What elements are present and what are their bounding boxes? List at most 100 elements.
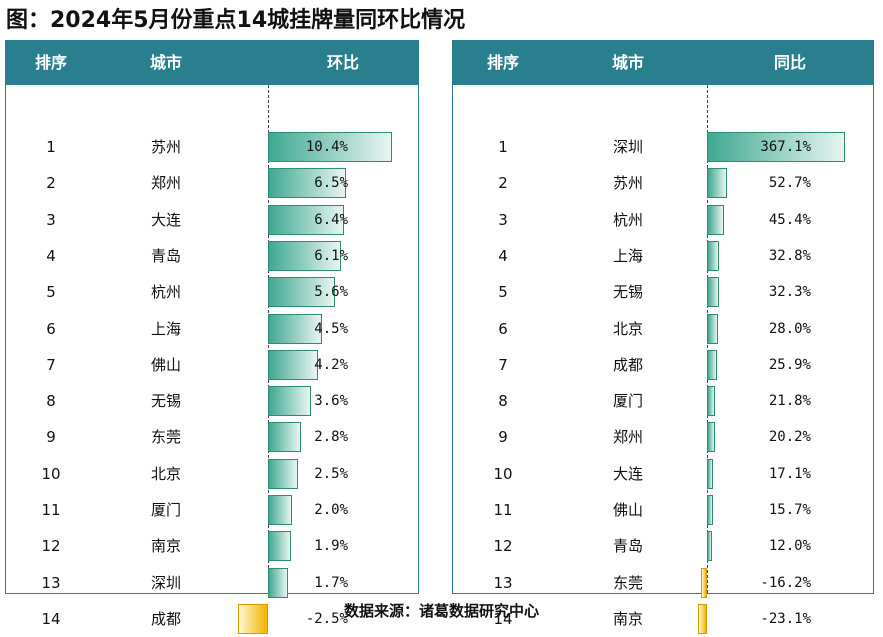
value-bar — [707, 422, 715, 453]
value-label: 32.3% — [768, 284, 811, 301]
rank-cell: 1 — [498, 138, 508, 156]
rank-cell: 4 — [46, 246, 56, 265]
value-label: 2.5% — [314, 465, 348, 482]
value-bar — [707, 349, 717, 380]
rank-cell: 1 — [46, 138, 56, 156]
value-label: 20.2% — [768, 429, 811, 446]
value-bar — [707, 204, 725, 235]
value-bar — [268, 204, 345, 235]
city-cell: 东莞 — [150, 428, 181, 447]
rank-cell: 7 — [46, 355, 56, 374]
value-bar — [700, 567, 707, 598]
value-label: 2.0% — [314, 502, 348, 518]
yoy-table-header: 排序 城市 同比 — [453, 41, 873, 85]
table-row: 12 南京 1.9% — [6, 528, 418, 564]
value-label: 5.6% — [314, 284, 348, 301]
value-bar — [707, 313, 718, 344]
rank-cell: 11 — [493, 501, 513, 519]
city-cell: 苏州 — [612, 174, 643, 193]
table-row: 6 上海 4.5% — [6, 311, 418, 347]
city-cell: 北京 — [612, 319, 643, 338]
city-cell: 佛山 — [612, 501, 643, 519]
header-yoy: 同比 — [773, 53, 806, 72]
table-row: 3 大连 6.4% — [6, 202, 418, 238]
table-row: 10 大连 17.1% — [453, 456, 873, 492]
rank-cell: 6 — [498, 319, 508, 338]
city-cell: 郑州 — [150, 174, 181, 193]
value-bar — [707, 458, 714, 489]
table-row: 9 东莞 2.8% — [6, 419, 418, 455]
value-label: 2.8% — [314, 429, 348, 446]
value-bar — [268, 240, 341, 271]
table-row: 3 杭州 45.4% — [453, 202, 873, 238]
header-city: 城市 — [149, 53, 182, 72]
city-cell: 大连 — [612, 464, 643, 483]
value-bar — [707, 531, 712, 562]
value-label: 1.9% — [314, 538, 348, 555]
rank-cell: 4 — [498, 246, 508, 265]
city-cell: 青岛 — [612, 537, 643, 556]
city-cell: 苏州 — [150, 138, 181, 156]
rank-cell: 9 — [46, 428, 56, 447]
value-bar — [268, 422, 302, 453]
value-bar — [268, 313, 322, 344]
rank-cell: 3 — [498, 210, 508, 229]
city-cell: 郑州 — [612, 428, 643, 447]
value-bar — [268, 458, 298, 489]
value-label: 12.0% — [768, 538, 811, 555]
rank-cell: 13 — [41, 573, 61, 592]
table-row: 5 无锡 32.3% — [453, 274, 873, 310]
mom-table-header: 排序 城市 环比 — [6, 41, 418, 85]
header-mom: 环比 — [326, 53, 359, 72]
table-row: 10 北京 2.5% — [6, 456, 418, 492]
page-title: 图：2024年5月份重点14城挂牌量同环比情况 — [6, 8, 466, 33]
value-bar — [707, 132, 845, 162]
value-label: 21.8% — [768, 393, 811, 410]
value-bar — [268, 168, 346, 199]
value-label: 6.1% — [314, 247, 348, 264]
value-label: 52.7% — [768, 175, 811, 192]
table-row: 6 北京 28.0% — [453, 311, 873, 347]
table-row: 8 厦门 21.8% — [453, 383, 873, 419]
value-label: 45.4% — [768, 211, 811, 228]
value-label: 1.7% — [314, 574, 348, 591]
value-label: -23.1% — [760, 610, 811, 627]
value-bar — [268, 531, 291, 562]
source-note: 数据来源：诸葛数据研究中心 — [343, 602, 539, 620]
city-cell: 成都 — [150, 609, 181, 628]
value-label: 4.2% — [314, 356, 348, 373]
city-cell: 青岛 — [150, 246, 181, 265]
table-row: 2 苏州 52.7% — [453, 165, 873, 201]
value-label: 367.1% — [760, 139, 811, 155]
rank-cell: 12 — [493, 537, 513, 556]
city-cell: 深圳 — [150, 573, 181, 592]
rank-cell: 2 — [498, 174, 508, 193]
value-bar — [268, 349, 319, 380]
table-row: 2 郑州 6.5% — [6, 165, 418, 201]
table-row: 12 青岛 12.0% — [453, 528, 873, 564]
rank-cell: 9 — [498, 428, 508, 447]
city-cell: 上海 — [150, 319, 181, 338]
table-row: 14 南京 -23.1% — [453, 601, 873, 637]
city-cell: 深圳 — [612, 138, 643, 156]
table-row: 13 深圳 1.7% — [6, 565, 418, 601]
value-label: 4.5% — [314, 320, 348, 337]
value-label: 6.5% — [314, 175, 348, 192]
rank-cell: 5 — [498, 283, 508, 302]
table-row: 7 佛山 4.2% — [6, 347, 418, 383]
value-label: -2.5% — [305, 610, 348, 627]
value-label: 25.9% — [768, 356, 811, 373]
table-row: 7 成都 25.9% — [453, 347, 873, 383]
table-row: 1 苏州 10.4% — [6, 129, 418, 165]
value-bar — [707, 495, 713, 525]
city-cell: 无锡 — [612, 283, 643, 302]
city-cell: 东莞 — [612, 573, 643, 592]
value-bar — [268, 567, 289, 598]
value-label: 3.6% — [314, 393, 348, 410]
table-row: 4 青岛 6.1% — [6, 238, 418, 274]
city-cell: 南京 — [612, 609, 643, 628]
table-row: 8 无锡 3.6% — [6, 383, 418, 419]
rank-cell: 2 — [46, 174, 56, 193]
value-label: 17.1% — [768, 465, 811, 482]
header-rank: 排序 — [34, 53, 67, 72]
